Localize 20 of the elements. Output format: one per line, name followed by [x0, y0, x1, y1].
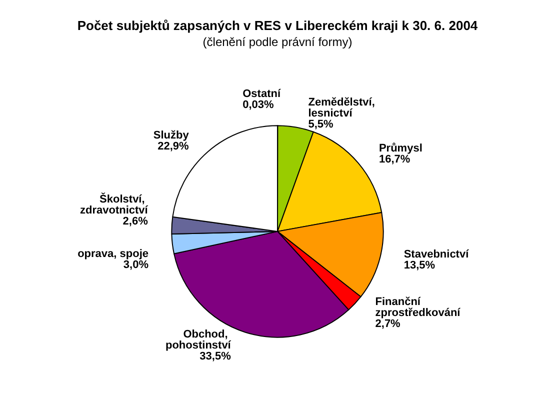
data-label: 22,9% — [158, 140, 190, 153]
slice-label: oprava, spoje — [78, 248, 148, 260]
slice-label: Finanční zprostředkování — [375, 296, 462, 320]
data-label: 2,6% — [122, 216, 148, 228]
slice-label: Zemědělství, lesnictví — [308, 96, 378, 120]
data-label: 2,7% — [375, 318, 401, 330]
slice-label: Školství, zdravotnictví — [80, 192, 149, 217]
data-label: 33,5% — [200, 350, 232, 363]
data-label: 16,7% — [378, 154, 410, 166]
data-label: 13,5% — [404, 260, 436, 272]
chart-subtitle: (členění podle právní formy) — [202, 35, 352, 49]
slice-label: Stavebnictví — [404, 248, 470, 261]
data-label: 0,03% — [242, 99, 274, 112]
slice-label: Služby — [153, 130, 190, 142]
data-label: 3,0% — [123, 259, 149, 272]
slice-label: Ostatní — [242, 88, 282, 100]
chart-title: Počet subjektů zapsaných v RES v Libereckém kraji k 30. 6. 2004 — [77, 18, 478, 33]
data-label: 5,5% — [308, 118, 334, 130]
slice-label: Obchod, pohostinství — [165, 328, 232, 352]
slice-label: Průmysl — [378, 142, 422, 155]
